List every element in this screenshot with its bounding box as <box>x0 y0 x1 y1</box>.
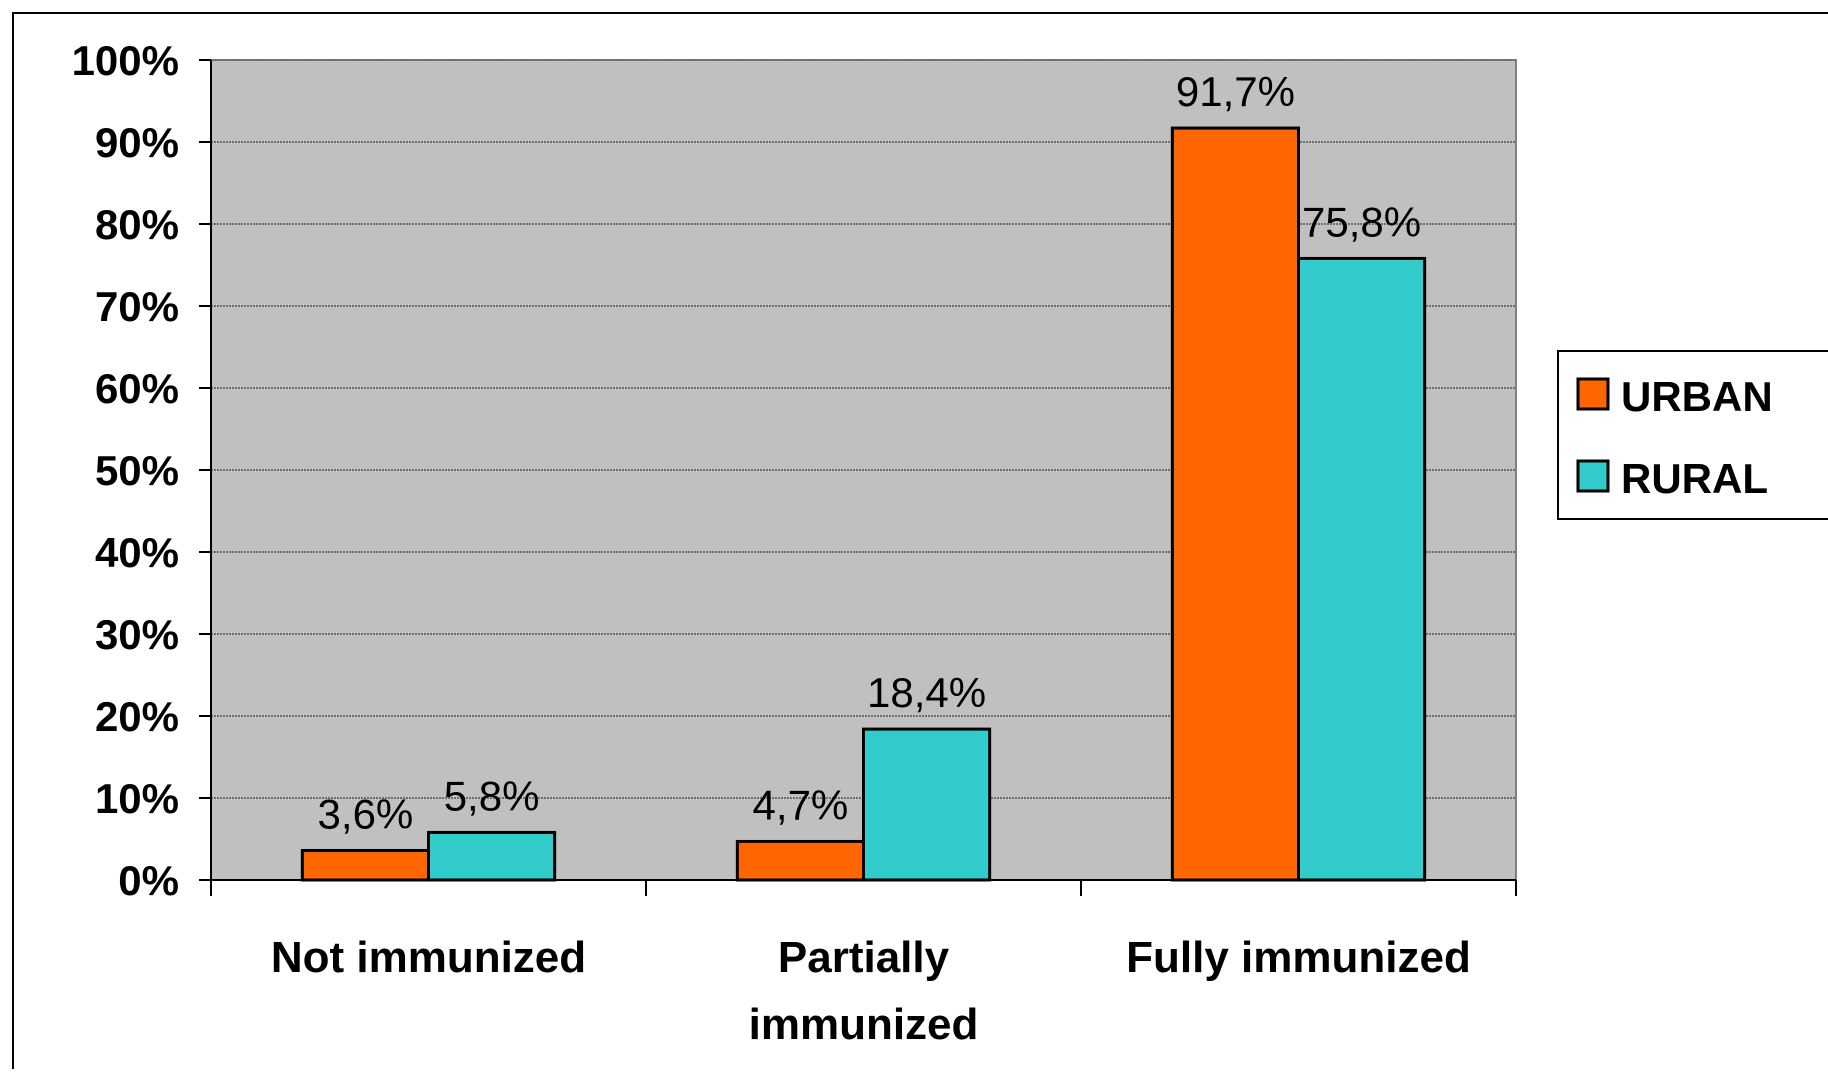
data-label: 91,7% <box>1176 68 1295 115</box>
y-tick-label: 0% <box>118 857 179 904</box>
bar-urban <box>1170 126 1300 882</box>
y-tick-label: 40% <box>95 529 179 576</box>
chart-border <box>12 12 1828 1074</box>
x-category-label: Partially <box>778 933 950 982</box>
y-tick-label: 20% <box>95 693 179 740</box>
data-label: 75,8% <box>1302 198 1421 245</box>
data-label: 18,4% <box>867 669 986 716</box>
bar-rural <box>1297 256 1427 882</box>
y-tick-label: 50% <box>95 447 179 494</box>
y-tick-label: 10% <box>95 775 179 822</box>
data-label: 5,8% <box>444 772 540 819</box>
bar-rural <box>427 830 557 882</box>
legend-swatch-rural <box>1576 459 1610 493</box>
y-tick-label: 70% <box>95 283 179 330</box>
legend-label: URBAN <box>1621 373 1773 420</box>
legend-label: RURAL <box>1621 455 1768 502</box>
x-category-label: Not immunized <box>271 933 586 982</box>
y-tick-label: 30% <box>95 611 179 658</box>
y-tick-label: 100% <box>72 37 179 84</box>
y-tick-label: 60% <box>95 365 179 412</box>
data-label: 3,6% <box>318 790 414 837</box>
x-category-label: Fully immunized <box>1126 933 1471 982</box>
bar-urban <box>300 848 431 882</box>
y-tick-label: 80% <box>95 201 179 248</box>
x-category-label: immunized <box>749 1000 979 1049</box>
bar-rural <box>862 727 992 882</box>
legend-swatch-urban <box>1576 377 1610 411</box>
bar-urban <box>735 839 865 882</box>
data-label: 4,7% <box>753 781 849 828</box>
y-tick-label: 90% <box>95 119 179 166</box>
